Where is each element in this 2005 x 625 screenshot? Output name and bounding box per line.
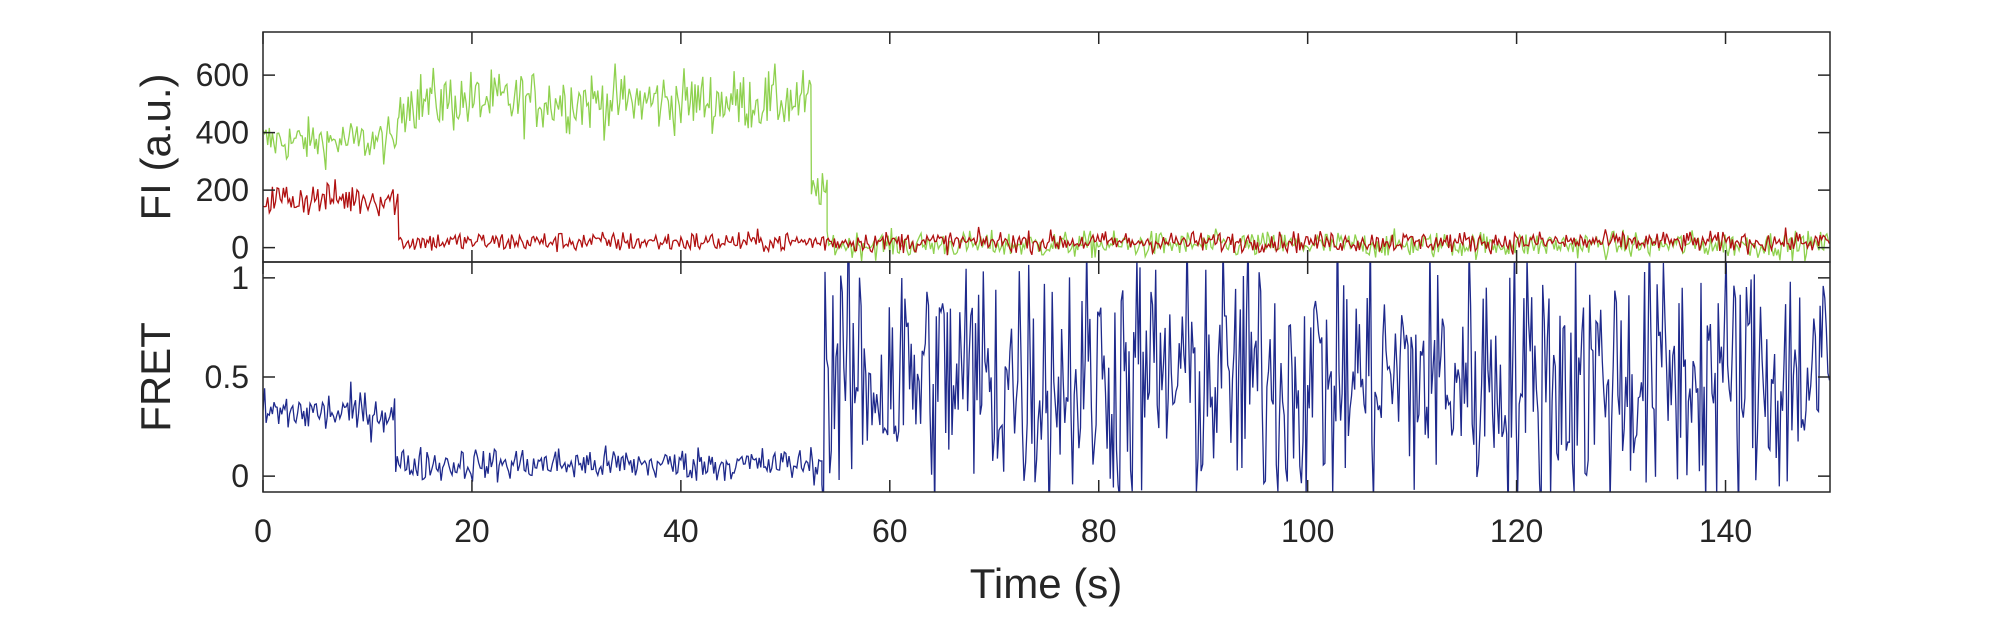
time-x-tick-label: 0 <box>254 513 272 549</box>
time-x-tick-label: 60 <box>872 513 908 549</box>
time-x-tick-label: 120 <box>1490 513 1543 549</box>
intensity-y-axis-label: FI (a.u.) <box>132 73 179 220</box>
intensity-panel-frame <box>262 31 1831 263</box>
time-x-ticks: 0 20 40 60 80 100 120 140 <box>254 32 1752 549</box>
intensity-y-ticks: 0 200 400 600 <box>196 57 1830 266</box>
fret-panel: 00.51 0 20 40 60 80 100 120 140 FRET Time (s) <box>132 32 1831 607</box>
time-x-tick-label: 100 <box>1281 513 1334 549</box>
intensity-y-tick-label: 0 <box>231 230 249 266</box>
fret-series-0-line <box>263 262 1830 492</box>
fret-y-tick-label: 0 <box>231 458 249 494</box>
fret-y-tick-label: 0.5 <box>205 359 249 395</box>
time-x-tick-label: 80 <box>1081 513 1117 549</box>
intensity-panel: 0 200 400 600 FI (a.u.) <box>132 31 1831 266</box>
fret-y-axis-label: FRET <box>132 322 179 432</box>
fret-series-group <box>263 262 1830 492</box>
intensity-y-tick-label: 400 <box>196 115 249 151</box>
intensity-series-group <box>263 63 1830 262</box>
fret-y-tick-label: 1 <box>231 260 249 296</box>
time-x-tick-label: 40 <box>663 513 699 549</box>
intensity-y-tick-label: 200 <box>196 172 249 208</box>
intensity-series-0-line <box>263 63 1830 262</box>
intensity-series-1-line <box>263 179 1830 256</box>
time-x-tick-label: 20 <box>454 513 490 549</box>
fret-y-ticks: 00.51 <box>205 260 1830 494</box>
intensity-y-tick-label: 600 <box>196 57 249 93</box>
time-x-axis-label: Time (s) <box>970 560 1122 607</box>
time-x-tick-label: 140 <box>1699 513 1752 549</box>
